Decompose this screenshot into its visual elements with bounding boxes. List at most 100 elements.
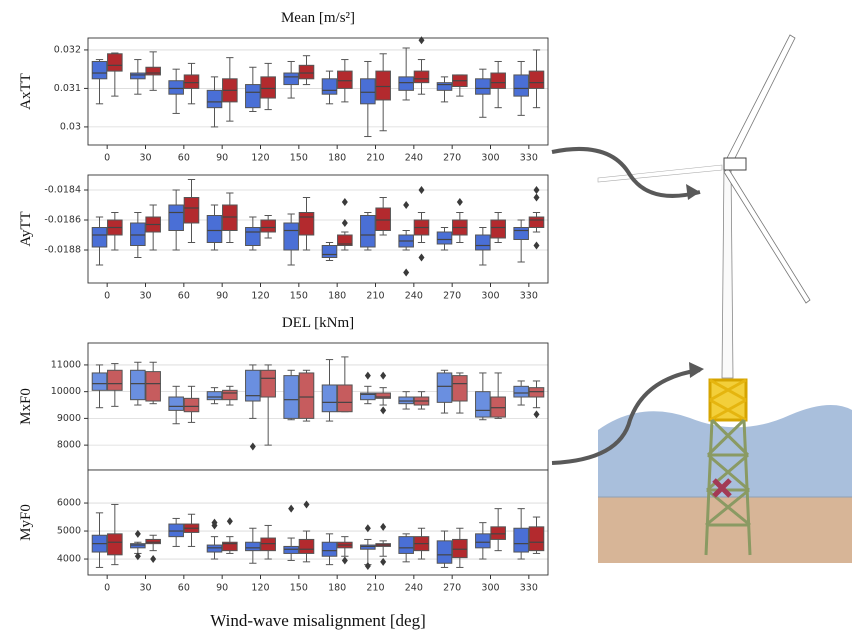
y-tick-label: 0.032 [54, 44, 81, 55]
box-body [490, 396, 506, 418]
outlier [364, 524, 371, 533]
outlier [533, 186, 540, 194]
x-tick-label: 180 [328, 153, 346, 164]
box-body [91, 60, 108, 80]
box [398, 201, 414, 277]
box [490, 372, 506, 419]
box-body [145, 371, 161, 402]
box-body [528, 526, 545, 552]
box [337, 198, 353, 251]
y-tick-label: 0.031 [54, 83, 81, 94]
box [375, 371, 391, 415]
outlier [418, 253, 425, 262]
y-tick-label: -0.0186 [44, 215, 81, 226]
outlier [364, 562, 371, 571]
box-body [145, 66, 161, 76]
box-body [490, 219, 506, 239]
y-axis-label: MyF0 [18, 504, 34, 541]
box-body [107, 53, 123, 72]
box [413, 391, 430, 410]
box-body [513, 74, 529, 97]
box-body [490, 72, 506, 89]
box [260, 62, 276, 111]
arrow [551, 368, 701, 465]
box [360, 212, 376, 251]
box-body [130, 543, 146, 549]
outlier [380, 371, 387, 380]
box [298, 55, 315, 86]
outlier [303, 500, 310, 509]
box-body [475, 391, 491, 418]
arrow-head [689, 362, 704, 378]
x-tick-label: 300 [481, 583, 499, 594]
box [513, 219, 529, 263]
x-tick-label: 240 [405, 291, 423, 302]
box-body [398, 396, 414, 405]
box-body [107, 533, 123, 556]
y-tick-label: 5000 [57, 526, 81, 537]
box [513, 60, 529, 116]
box-body [130, 369, 146, 401]
box [360, 524, 376, 571]
box [145, 51, 161, 91]
box-body [245, 227, 261, 246]
box-body [222, 204, 238, 231]
x-tick-label: 30 [139, 583, 151, 594]
box-body [298, 538, 315, 554]
box [168, 385, 184, 425]
plot-frame [87, 174, 549, 284]
outlier [380, 557, 387, 566]
x-tick-label: 330 [520, 583, 538, 594]
box [130, 59, 146, 95]
box-body [260, 537, 276, 552]
outlier [249, 442, 256, 451]
box-body [375, 207, 391, 231]
box [283, 213, 299, 266]
plot-area [88, 175, 548, 283]
x-tick-label: 240 [405, 153, 423, 164]
hotspot-marker [712, 478, 732, 498]
x-tick-label: 330 [520, 153, 538, 164]
box-body [337, 234, 353, 246]
box [245, 216, 261, 251]
box-body [475, 234, 491, 251]
box-body [513, 385, 529, 398]
box [490, 508, 506, 552]
x-tick-label: 300 [481, 153, 499, 164]
box [528, 186, 545, 250]
box [528, 380, 545, 419]
box [337, 536, 353, 565]
box [222, 192, 238, 243]
x-tick-label: 150 [290, 153, 308, 164]
blade [725, 34, 796, 163]
nacelle [723, 157, 747, 171]
box [298, 369, 315, 422]
box [452, 198, 468, 243]
box-body [206, 89, 223, 109]
x-tick-label: 0 [104, 291, 110, 302]
y-axis-label: AxTT [18, 73, 34, 110]
box [436, 76, 453, 103]
x-tick-label: 330 [520, 291, 538, 302]
box-body [168, 80, 184, 95]
transition-piece [708, 378, 748, 422]
box [222, 517, 238, 554]
box [183, 513, 200, 547]
y-tick-label: -0.0184 [44, 185, 81, 196]
box-body [398, 76, 414, 91]
box [337, 356, 353, 413]
outlier [341, 198, 348, 206]
outlier [403, 201, 410, 209]
box-body [283, 545, 299, 554]
x-tick-label: 270 [443, 291, 461, 302]
plot-area [88, 470, 548, 575]
box [260, 364, 276, 446]
y-axis-label: AyTT [18, 211, 34, 246]
box-body [436, 82, 453, 91]
outlier [341, 556, 348, 565]
box-body [145, 538, 161, 545]
box-body [375, 70, 391, 101]
box [360, 371, 376, 405]
box [145, 361, 161, 405]
box [183, 179, 200, 243]
